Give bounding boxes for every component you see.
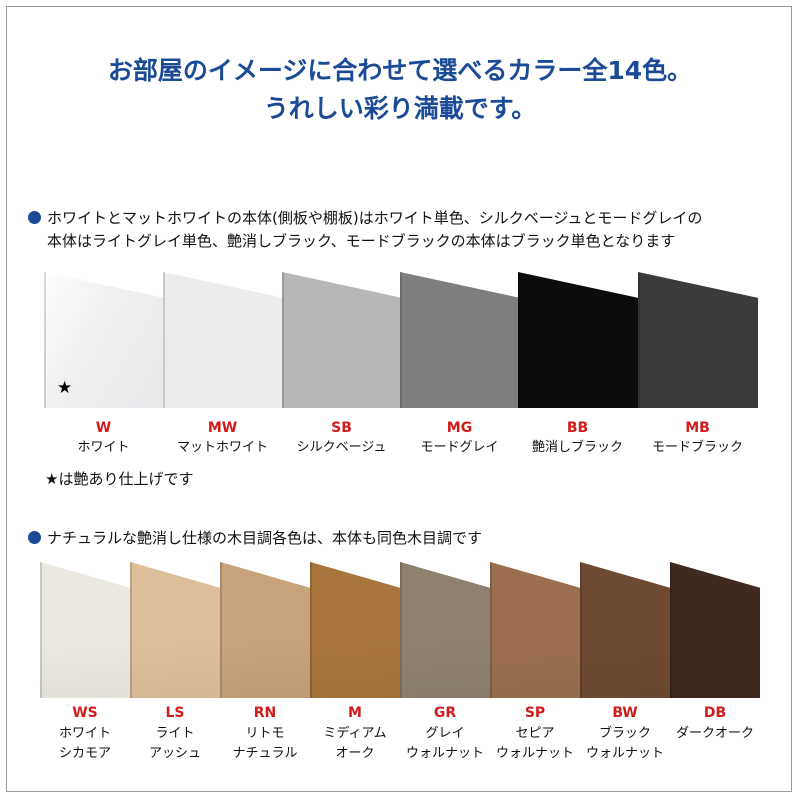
color-code: SB — [331, 420, 352, 436]
color-name: ホワイト — [77, 440, 130, 455]
note-line-1: ホワイトとマットホワイトの本体(側板や棚板)はホワイト単色、シルクベージュとモー… — [47, 209, 703, 227]
color-code: W — [95, 420, 112, 436]
color-code: BB — [566, 420, 589, 436]
headline-line-2: うれしい彩り満載です。 — [263, 94, 537, 123]
color-swatch-db — [670, 562, 760, 698]
image-frame — [6, 6, 792, 792]
color-swatch-m — [310, 562, 400, 698]
color-name-line-1: グレイ — [425, 726, 465, 741]
color-swatch-mb — [638, 272, 758, 408]
color-swatch-ws — [40, 562, 130, 698]
color-swatch-gr — [400, 562, 490, 698]
color-name-line-1: ブラック — [598, 726, 651, 741]
color-code: WS — [72, 705, 98, 721]
bullet-icon — [28, 211, 41, 224]
color-code: MB — [685, 420, 710, 436]
color-code: RN — [253, 705, 277, 721]
color-swatch-mw — [163, 272, 283, 408]
headline-line-1: お部屋のイメージに合わせて選べるカラー全14色。 — [107, 56, 693, 85]
color-swatch-w — [44, 272, 164, 408]
note-text: ナチュラルな艶消し仕様の木目調各色は、本体も同色木目調です — [47, 529, 483, 547]
gloss-footnote: ★は艶あり仕上げです — [45, 470, 194, 488]
color-name-line-2: オーク — [335, 746, 375, 761]
note-line-2: 本体はライトグレイ単色、艶消しブラック、モードブラックの本体はブラック単色となり… — [47, 232, 676, 250]
color-code: DB — [703, 705, 727, 721]
color-name-line-1: リトモ — [245, 726, 285, 741]
color-code: LS — [165, 705, 185, 721]
color-swatch-sp — [490, 562, 580, 698]
color-swatch-rn — [220, 562, 310, 698]
color-name: マットホワイト — [176, 440, 268, 455]
section1-note: ホワイトとマットホワイトの本体(側板や棚板)はホワイト単色、シルクベージュとモー… — [28, 207, 702, 253]
color-name-line-1: ダークオーク — [675, 726, 754, 741]
section2-note: ナチュラルな艶消し仕様の木目調各色は、本体も同色木目調です — [28, 527, 482, 550]
color-name-line-2: シカモア — [58, 746, 111, 761]
color-name: シルクベージュ — [296, 440, 387, 455]
bullet-icon — [28, 531, 41, 544]
color-code: MW — [207, 420, 238, 436]
color-name-line-1: ミディアム — [323, 726, 387, 741]
color-code: SP — [524, 705, 546, 721]
color-name-line-1: ホワイト — [58, 726, 111, 741]
color-swatch-mg — [400, 272, 520, 408]
star-icon: ★ — [57, 378, 73, 398]
color-name: モードグレイ — [420, 440, 499, 455]
color-name-line-2: ウォルナット — [405, 746, 484, 761]
color-name: 艶消しブラック — [531, 440, 623, 455]
color-code: GR — [433, 705, 457, 721]
color-code: BW — [612, 705, 638, 721]
color-swatch-bw — [580, 562, 670, 698]
color-swatch-bb — [518, 272, 638, 408]
color-name-line-1: ライト — [155, 726, 195, 741]
color-swatch-sb — [282, 272, 402, 408]
color-name-line-2: ウォルナット — [495, 746, 574, 761]
color-name: モードブラック — [651, 440, 743, 455]
color-code: M — [348, 705, 362, 721]
color-name-line-2: ウォルナット — [585, 746, 664, 761]
color-name-line-1: セピア — [515, 726, 555, 741]
color-name-line-2: アッシュ — [148, 746, 201, 761]
color-swatch-ls — [130, 562, 220, 698]
color-name-line-2: ナチュラル — [232, 746, 298, 761]
color-code: MG — [446, 420, 473, 436]
